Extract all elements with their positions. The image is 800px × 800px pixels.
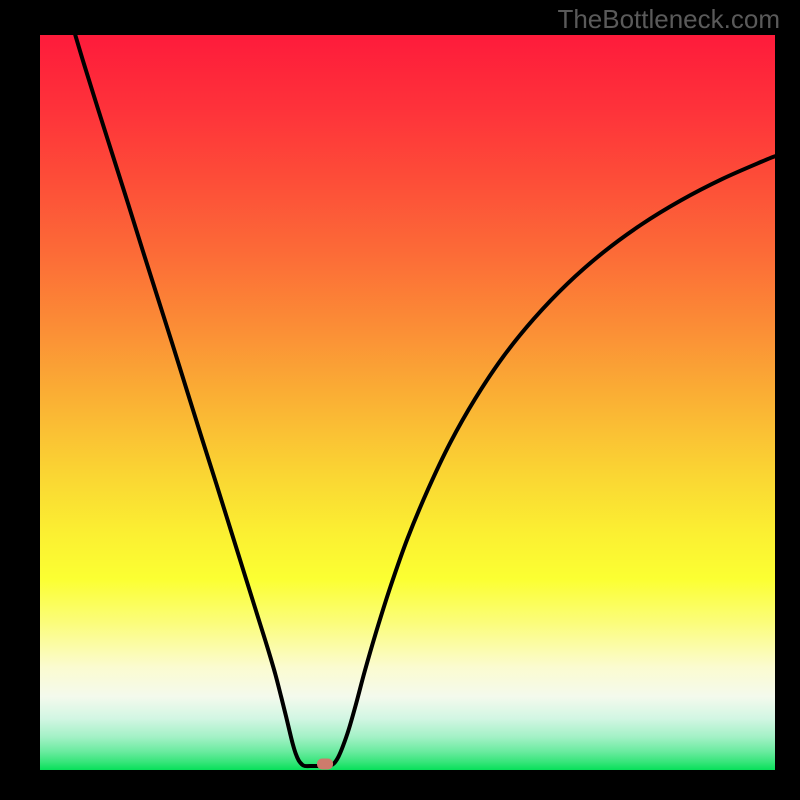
gradient-background [40, 35, 775, 770]
optimum-marker [317, 759, 333, 770]
figure-root: { "figure": { "width_px": 800, "height_p… [0, 0, 800, 800]
curve-svg [40, 35, 775, 770]
watermark-text: TheBottleneck.com [557, 4, 780, 35]
plot-area [40, 35, 775, 770]
